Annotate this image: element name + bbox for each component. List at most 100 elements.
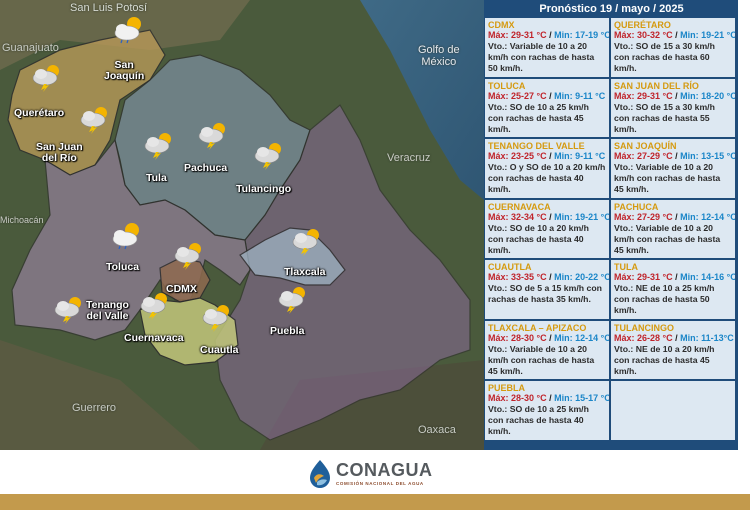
wind-text: Vto.: O y SO de 10 a 20 km/h con rachas … [488, 162, 606, 194]
temp-max: Máx: 28-30 °C [488, 393, 547, 403]
forecast-city: PUEBLA [488, 383, 526, 393]
region-label-michoacan: Michoacán [0, 215, 44, 225]
region-label-guanajuato: Guanajuato [2, 42, 59, 54]
wind-text: Vto.: Variable de 10 a 20 km/h con racha… [488, 41, 595, 73]
storm-cloud-icon [174, 243, 201, 270]
forecast-card-toluca: TOLUCA Máx: 25-27 °C / Min: 9-11 °C Vto.… [485, 78, 609, 137]
storm-cloud-icon [54, 297, 81, 324]
temp-min: Min: 14-16 °C [680, 272, 735, 282]
temp-min: Min: 12-14 °C [554, 332, 609, 343]
region-label-oaxaca: Oaxaca [418, 424, 456, 436]
temp-max: Máx: 30-32 °C [614, 30, 673, 40]
forecast-city: SAN JOAQUÍN [614, 141, 677, 151]
forecast-city: CDMX [488, 20, 515, 30]
wind-text: Vto.: NE de 10 a 20 km/h con rachas de h… [614, 343, 715, 376]
region-label-veracruz: Veracruz [387, 152, 431, 164]
forecast-card-tlaxcala: TLAXCALA – APIZACO Máx: 28-30 °C / Min: … [485, 320, 609, 379]
temp-min: Min: 19-21 °C [554, 211, 609, 222]
forecast-card-puebla: PUEBLA Máx: 28-30 °C / Min: 15-17 °C Vto… [485, 381, 609, 440]
temp-max: Máx: 27-29 °C [614, 211, 673, 222]
storm-cloud-icon [32, 65, 59, 92]
city-label-cdmx: CDMX [166, 283, 197, 295]
wind-text: Vto.: SO de 5 a 15 km/h con rachas de ha… [488, 283, 602, 304]
storm-cloud-icon [278, 287, 305, 314]
forecast-card-tula: TULA Máx: 29-31 °C / Min: 14-16 °C Vto.:… [611, 260, 735, 319]
sun-cloud-icon [112, 223, 139, 250]
forecast-card-tenango: TENANGO DEL VALLE Máx: 23-25 °C / Min: 9… [485, 139, 609, 198]
forecast-card-tulancingo: TULANCINGO Máx: 26-28 °C / Min: 11-13°C … [611, 320, 735, 379]
city-label-san-juan-del-rio: San Juan del Río [36, 141, 83, 164]
wind-text: Vto.: SO de 10 a 20 km/h con rachas de h… [488, 222, 589, 255]
forecast-card-cdmx: CDMX Máx: 29-31 °C / Min: 17-19 °C Vto.:… [485, 18, 609, 77]
temp-max: Máx: 29-31 °C [614, 90, 673, 101]
temp-min: Min: 20-22 °C [554, 272, 609, 282]
wind-text: Vto.: NE de 10 a 25 km/h con rachas de h… [614, 283, 715, 315]
wind-text: Vto.: SO de 15 a 30 km/h con rachas de h… [614, 101, 715, 134]
temp-max: Máx: 25-27 °C [488, 90, 547, 101]
forecast-city: CUAUTLA [488, 262, 532, 272]
forecast-card-san-juan-del-rio: SAN JUAN DEL RÍO Máx: 29-31 °C / Min: 18… [611, 78, 735, 137]
city-label-cuautla: Cuautla [200, 344, 239, 356]
storm-cloud-icon [144, 133, 171, 160]
storm-cloud-icon [140, 293, 167, 320]
forecast-city: CUERNAVACA [488, 201, 551, 212]
wind-text: Vto.: SO de 10 a 25 km/h con rachas de h… [488, 404, 589, 436]
temp-min: Min: 13-15 °C [680, 151, 735, 161]
wind-text: Vto.: SO de 15 a 30 km/h con rachas de h… [614, 41, 715, 73]
region-label-san-luis-potosi: San Luis Potosí [70, 2, 148, 14]
brand-name: CONAGUA [336, 460, 433, 480]
temp-min: Min: 19-21 °C [680, 30, 735, 40]
map-background [0, 0, 484, 450]
city-label-pachuca: Pachuca [184, 162, 228, 174]
forecast-title: Pronóstico 19 / mayo / 2025 [539, 3, 684, 15]
temp-min: Min: 18-20 °C [680, 90, 735, 101]
wind-text: Vto.: Variable de 10 a 20 km/h con racha… [488, 343, 595, 376]
forecast-city: TENANGO DEL VALLE [488, 141, 585, 151]
forecast-card-pachuca: PACHUCA Máx: 27-29 °C / Min: 12-14 °C Vt… [611, 199, 735, 258]
forecast-city: TULANCINGO [614, 322, 674, 333]
forecast-city: SAN JUAN DEL RÍO [614, 80, 699, 91]
temp-min: Min: 9-11 °C [554, 151, 606, 161]
storm-cloud-icon [254, 143, 281, 170]
forecast-grid: CDMX Máx: 29-31 °C / Min: 17-19 °C Vto.:… [485, 18, 738, 440]
brand-subtitle: COMISIÓN NACIONAL DEL AGUA [336, 481, 424, 486]
city-label-tlaxcala: Tlaxcala [284, 266, 326, 278]
storm-cloud-icon [292, 229, 319, 256]
temp-max: Máx: 26-28 °C [614, 332, 673, 343]
storm-cloud-icon [80, 107, 107, 134]
city-label-puebla: Puebla [270, 325, 305, 337]
city-label-cuernavaca: Cuernavaca [124, 332, 184, 344]
forecast-card-san-joaquin: SAN JOAQUÍN Máx: 27-29 °C / Min: 13-15 °… [611, 139, 735, 198]
forecast-city: TULA [614, 262, 638, 272]
temp-min: Min: 12-14 °C [680, 211, 735, 222]
temp-min: Min: 9-11 °C [554, 90, 606, 101]
forecast-card-queretaro: QUERÉTARO Máx: 30-32 °C / Min: 19-21 °C … [611, 18, 735, 77]
city-label-tulancingo: Tulancingo [236, 183, 292, 195]
city-label-queretaro: Querétaro [14, 107, 65, 119]
wind-text: Vto.: Variable de 10 a 20 km/h con racha… [614, 222, 721, 255]
forecast-card-empty [611, 381, 735, 440]
temp-min: Min: 15-17 °C [554, 393, 609, 403]
temp-max: Máx: 29-31 °C [614, 272, 673, 282]
wind-text: Vto.: Variable de 10 a 20 km/h con racha… [614, 162, 721, 194]
wind-text: Vto.: SO de 10 a 25 km/h con rachas de h… [488, 101, 589, 134]
temp-max: Máx: 29-31 °C [488, 30, 547, 40]
storm-cloud-icon [198, 123, 225, 150]
forecast-card-cuernavaca: CUERNAVACA Máx: 32-34 °C / Min: 19-21 °C… [485, 199, 609, 258]
region-tlaxcala [239, 227, 346, 286]
temp-max: Máx: 33-35 °C [488, 272, 547, 282]
forecast-panel: Pronóstico 19 / mayo / 2025 CDMX Máx: 29… [484, 0, 738, 450]
temp-max: Máx: 27-29 °C [614, 151, 673, 161]
temp-max: Máx: 28-30 °C [488, 332, 547, 343]
forecast-city: TLAXCALA – APIZACO [488, 322, 587, 333]
temp-max: Máx: 32-34 °C [488, 211, 547, 222]
city-label-toluca: Toluca [106, 261, 140, 273]
footer [0, 450, 750, 494]
temp-min: Min: 11-13°C [680, 332, 734, 343]
sun-cloud-icon [114, 17, 141, 44]
conagua-logo-icon [310, 460, 330, 488]
temp-min: Min: 17-19 °C [554, 30, 609, 40]
right-margin [738, 0, 750, 450]
region-label-guerrero: Guerrero [72, 402, 117, 414]
city-label-tenango-del-valle: Tenango del Valle [86, 299, 129, 322]
